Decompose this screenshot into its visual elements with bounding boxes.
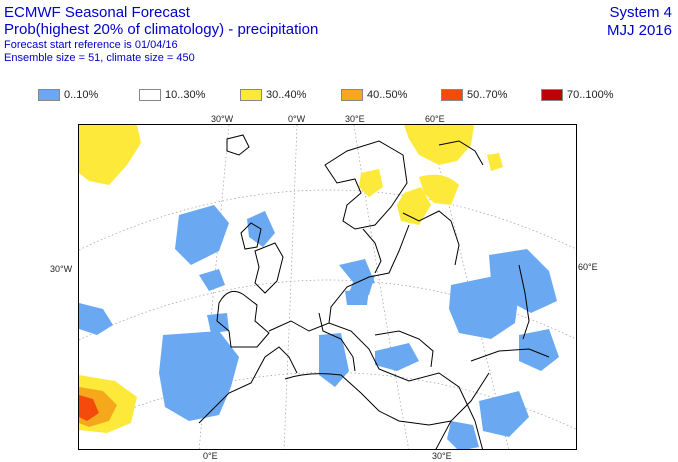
coastline bbox=[268, 320, 483, 449]
parallel-line bbox=[79, 189, 576, 251]
coastline bbox=[324, 140, 408, 230]
coastline bbox=[518, 264, 530, 340]
map-canvas bbox=[79, 125, 576, 449]
legend-swatch bbox=[341, 89, 363, 101]
area-yellow bbox=[419, 174, 459, 205]
header-right: System 4 MJJ 2016 bbox=[607, 4, 672, 40]
legend-swatch bbox=[240, 89, 262, 101]
legend-label: 50..70% bbox=[467, 89, 508, 101]
legend-label: 30..40% bbox=[266, 89, 307, 101]
coastline bbox=[438, 140, 484, 166]
coastline bbox=[240, 222, 262, 250]
coastline bbox=[402, 210, 460, 266]
coastline bbox=[226, 134, 250, 156]
area-blue bbox=[375, 343, 419, 371]
yellow-areas bbox=[79, 125, 503, 433]
area-yellow bbox=[359, 169, 383, 197]
legend-swatch bbox=[139, 89, 161, 101]
ensemble-size: Ensemble size = 51, climate size = 450 bbox=[4, 52, 195, 64]
coastline bbox=[362, 228, 382, 274]
grid-label-bottom: 0°E bbox=[203, 451, 218, 461]
grid-label-right: 60°E bbox=[578, 262, 598, 272]
area-red bbox=[79, 395, 99, 421]
map-subtitle: Prob(highest 20% of climatology) - preci… bbox=[4, 21, 319, 38]
area-yellow bbox=[487, 153, 503, 171]
legend-label: 10..30% bbox=[165, 89, 206, 101]
area-blue bbox=[319, 333, 349, 387]
legend-swatch bbox=[541, 89, 563, 101]
grid-label-bottom: 30°E bbox=[432, 451, 452, 461]
header-left: ECMWF Seasonal Forecast Prob(highest 20%… bbox=[4, 4, 318, 65]
coastline bbox=[284, 373, 452, 426]
area-blue bbox=[159, 331, 239, 421]
coastline bbox=[318, 312, 356, 372]
forecast-start-reference: Forecast start reference is 01/04/16 bbox=[4, 39, 178, 51]
probability-map bbox=[78, 124, 577, 450]
grid-label-top: 0°W bbox=[288, 114, 306, 124]
coastline bbox=[216, 290, 270, 348]
coastline bbox=[328, 224, 410, 324]
area-blue bbox=[479, 391, 529, 437]
legend-label: 40..50% bbox=[367, 89, 408, 101]
coastline bbox=[198, 346, 298, 424]
area-blue bbox=[79, 303, 113, 335]
area-blue bbox=[489, 249, 557, 313]
grid-label-top: 30°W bbox=[211, 114, 234, 124]
area-blue bbox=[207, 313, 229, 333]
grid-label-top: 30°E bbox=[345, 114, 365, 124]
area-blue bbox=[519, 329, 559, 371]
legend-label: 70..100% bbox=[567, 89, 614, 101]
coastline bbox=[435, 372, 490, 449]
area-blue bbox=[447, 421, 479, 449]
legend-swatch bbox=[441, 89, 463, 101]
legend-swatch bbox=[38, 89, 60, 101]
coastline bbox=[254, 242, 284, 294]
red-areas bbox=[79, 395, 99, 421]
coastlines bbox=[198, 134, 550, 449]
blue-areas bbox=[79, 205, 559, 449]
map-title: ECMWF Seasonal Forecast bbox=[4, 4, 190, 21]
grid-label-top: 60°E bbox=[425, 114, 445, 124]
legend-label: 0..10% bbox=[64, 89, 99, 101]
coastline bbox=[374, 330, 434, 368]
system-label: System 4 bbox=[609, 4, 672, 21]
area-blue bbox=[175, 205, 229, 265]
area-blue bbox=[339, 259, 375, 287]
coastline bbox=[470, 348, 550, 362]
grid-label-left: 30°W bbox=[50, 264, 73, 274]
period-label: MJJ 2016 bbox=[606, 22, 672, 39]
area-yellow bbox=[79, 125, 141, 185]
meridian-line bbox=[283, 125, 298, 449]
area-yellow bbox=[397, 187, 431, 225]
area-blue bbox=[199, 269, 225, 291]
